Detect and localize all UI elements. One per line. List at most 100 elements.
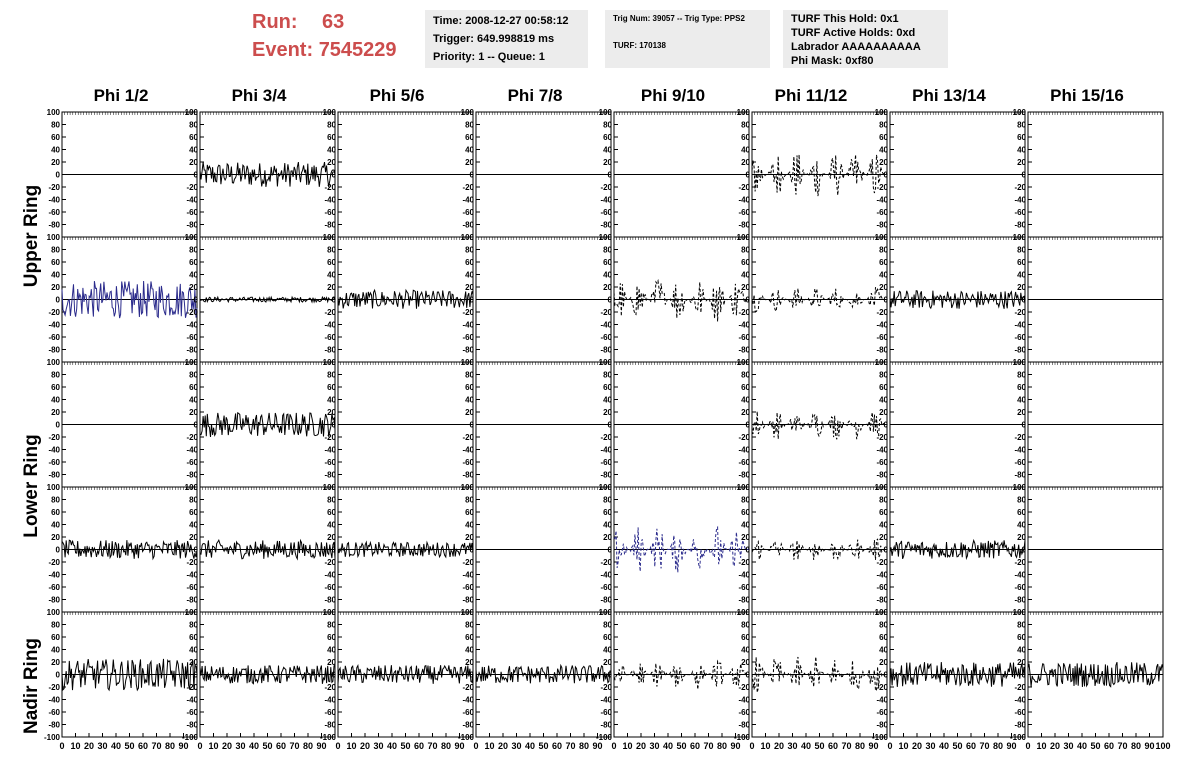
y-tick-label: -20 [1014, 183, 1026, 192]
y-tick-label: 60 [465, 133, 474, 142]
y-tick-label: -20 [324, 308, 336, 317]
y-tick-label: 0 [1022, 171, 1027, 180]
x-tick-label: 40 [801, 741, 811, 751]
y-tick-label: 20 [189, 283, 198, 292]
y-tick-label: -60 [186, 458, 198, 467]
y-tick-label: 60 [1017, 508, 1026, 517]
y-tick-label: -60 [1014, 208, 1026, 217]
y-tick-label: 0 [470, 171, 475, 180]
y-tick-label: -40 [600, 321, 612, 330]
column-header-phi-3-4: Phi 3/4 [231, 86, 287, 105]
y-tick-label: -80 [462, 346, 474, 355]
y-tick-label: -100 [44, 733, 61, 742]
y-tick-label: -40 [48, 321, 60, 330]
y-tick-label: -20 [1014, 558, 1026, 567]
x-tick-label: 60 [414, 741, 424, 751]
y-tick-label: 40 [327, 521, 336, 530]
y-tick-label: 0 [56, 546, 61, 555]
y-tick-label: -20 [600, 683, 612, 692]
x-tick-label: 80 [855, 741, 865, 751]
y-tick-label: -40 [876, 321, 888, 330]
y-tick-label: 80 [51, 371, 60, 380]
y-tick-label: -20 [324, 433, 336, 442]
x-tick-label: 80 [579, 741, 589, 751]
y-tick-label: 40 [189, 646, 198, 655]
y-tick-label: -40 [462, 446, 474, 455]
y-tick-label: 100 [737, 233, 751, 242]
y-tick-label: 60 [189, 133, 198, 142]
waveform-series [613, 659, 750, 690]
y-tick-label: -40 [186, 321, 198, 330]
y-tick-label: -20 [738, 558, 750, 567]
waveform-series [751, 287, 888, 313]
y-tick-label: 80 [189, 121, 198, 130]
y-tick-label: 80 [1017, 621, 1026, 630]
x-tick-label: 70 [151, 741, 161, 751]
x-tick-label: 50 [124, 741, 134, 751]
waveform-series [199, 538, 336, 561]
y-tick-label: 60 [741, 133, 750, 142]
x-tick-label: 70 [841, 741, 851, 751]
x-tick-label: 30 [373, 741, 383, 751]
y-tick-label: -80 [324, 471, 336, 480]
y-tick-label: -60 [738, 458, 750, 467]
y-tick-label: 80 [51, 621, 60, 630]
y-tick-label: -40 [462, 571, 474, 580]
y-tick-label: 100 [737, 108, 751, 117]
y-tick-label: 20 [465, 283, 474, 292]
y-tick-label: 20 [1017, 283, 1026, 292]
y-tick-label: 60 [189, 258, 198, 267]
y-tick-label: 40 [327, 646, 336, 655]
x-tick-label: 90 [1144, 741, 1154, 751]
y-tick-label: 80 [879, 246, 888, 255]
y-tick-label: 60 [603, 633, 612, 642]
y-tick-label: 20 [327, 408, 336, 417]
y-tick-label: -40 [462, 321, 474, 330]
y-tick-label: -40 [324, 321, 336, 330]
y-tick-label: -60 [186, 333, 198, 342]
run-value: 63 [322, 11, 345, 33]
y-tick-label: 80 [879, 496, 888, 505]
y-tick-label: -60 [1014, 708, 1026, 717]
y-tick-label: 80 [879, 371, 888, 380]
y-tick-label: -40 [186, 196, 198, 205]
y-tick-label: 20 [879, 533, 888, 542]
x-tick-label: 0 [197, 741, 202, 751]
y-tick-label: -100 [596, 733, 613, 742]
y-tick-label: 20 [741, 658, 750, 667]
y-tick-label: 40 [189, 146, 198, 155]
y-tick-label: -40 [738, 321, 750, 330]
y-tick-label: 100 [47, 483, 61, 492]
y-tick-label: -20 [876, 558, 888, 567]
y-tick-label: -20 [186, 433, 198, 442]
y-tick-label: 40 [327, 146, 336, 155]
y-tick-label: 0 [194, 546, 199, 555]
y-tick-label: -40 [48, 446, 60, 455]
y-tick-label: 60 [879, 508, 888, 517]
y-tick-label: 20 [603, 533, 612, 542]
priority-line: Priority: 1 -- Queue: 1 [433, 51, 545, 63]
waveform-series [751, 154, 888, 197]
y-tick-label: 80 [189, 371, 198, 380]
y-tick-label: 20 [741, 283, 750, 292]
y-tick-label: -20 [48, 683, 60, 692]
y-tick-label: 80 [1017, 371, 1026, 380]
y-tick-label: 40 [51, 271, 60, 280]
turf-info-box: TURF This Hold: 0x1 TURF Active Holds: 0… [783, 10, 948, 68]
y-tick-label: 100 [1013, 358, 1027, 367]
y-tick-label: 60 [741, 508, 750, 517]
y-tick-label: -40 [738, 571, 750, 580]
y-tick-label: -20 [600, 433, 612, 442]
y-tick-label: 0 [470, 671, 475, 680]
y-tick-label: -40 [1014, 571, 1026, 580]
y-tick-label: 100 [1013, 483, 1027, 492]
y-tick-label: 0 [608, 421, 613, 430]
column-header-phi-1-2: Phi 1/2 [93, 86, 149, 105]
y-tick-label: -20 [48, 558, 60, 567]
y-tick-label: 60 [189, 633, 198, 642]
y-tick-label: -40 [600, 571, 612, 580]
y-tick-label: -40 [876, 446, 888, 455]
y-tick-label: -20 [186, 183, 198, 192]
y-tick-label: 60 [51, 383, 60, 392]
